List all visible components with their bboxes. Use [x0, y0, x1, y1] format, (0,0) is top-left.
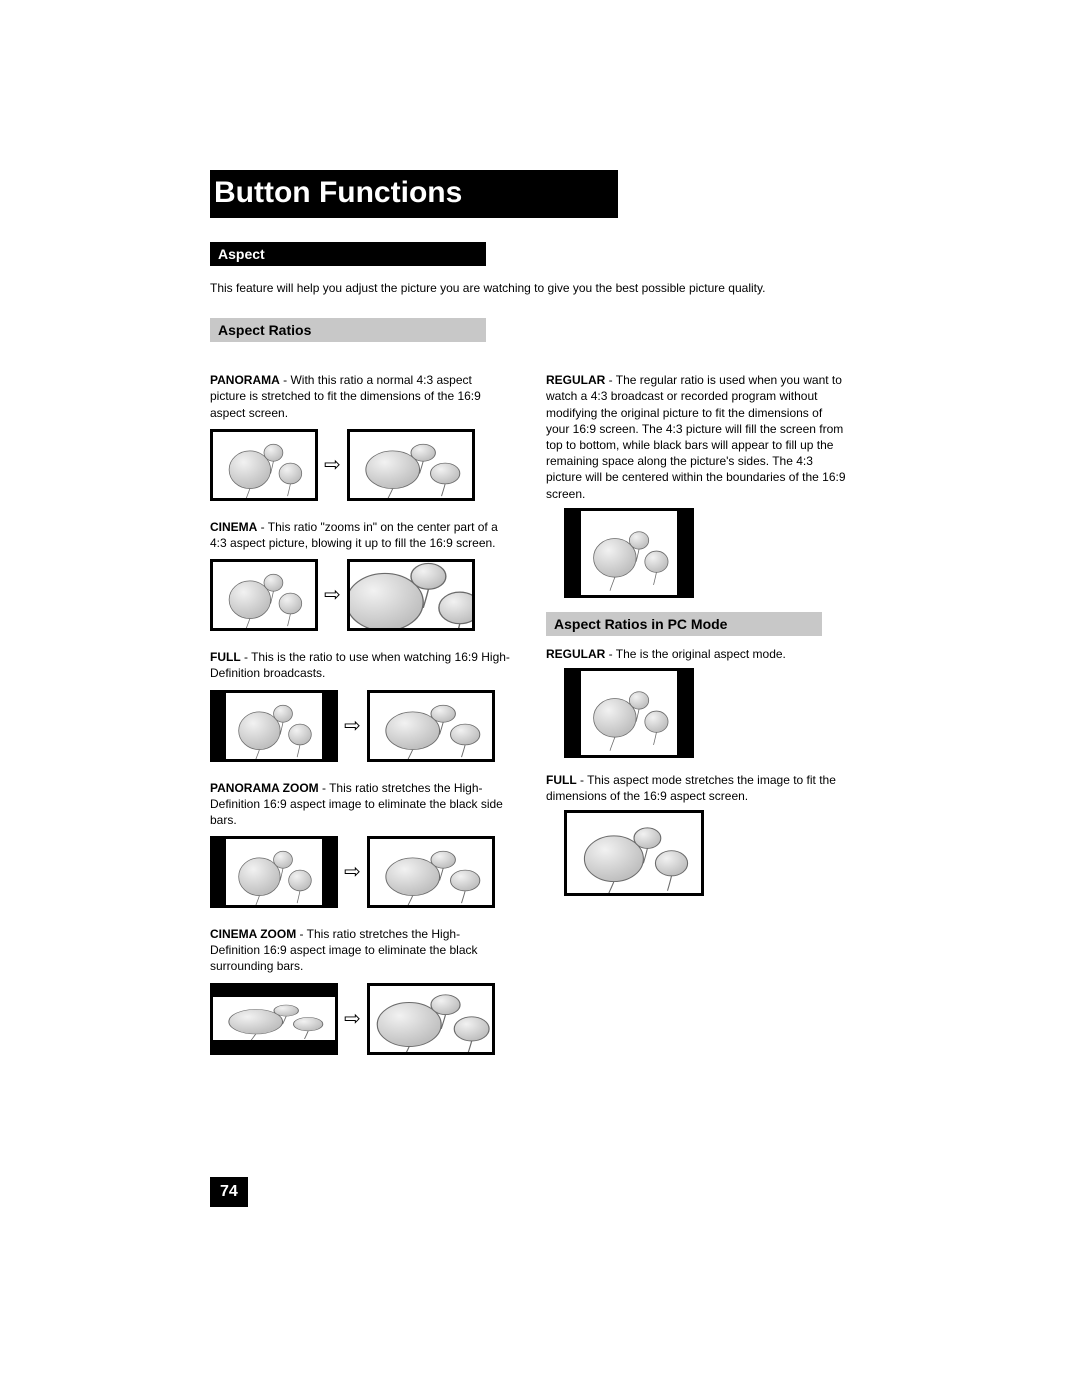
- arrow-icon: ⇨: [324, 455, 341, 475]
- tv-result-169: [367, 983, 495, 1055]
- pillar-inner: [226, 839, 321, 905]
- arrow-icon: ⇨: [344, 862, 361, 882]
- balloons-icon: [581, 511, 678, 595]
- tv-source-43: [210, 429, 318, 501]
- pc-regular-text: - The is the original aspect mode.: [605, 647, 786, 661]
- pzoom-label: PANORAMA ZOOM: [210, 781, 319, 795]
- cinema-figure: ⇨: [210, 559, 510, 631]
- tv-result-169: [347, 559, 475, 631]
- right-column: REGULAR - The regular ratio is used when…: [546, 362, 846, 1072]
- pc-regular-label: REGULAR: [546, 647, 605, 661]
- pc-regular-figure: [564, 668, 694, 758]
- balloons-icon: [213, 997, 335, 1040]
- manual-page: Button Functions Aspect This feature wil…: [0, 0, 1080, 1397]
- panorama-label: PANORAMA: [210, 373, 280, 387]
- pc-regular-desc: REGULAR - The is the original aspect mod…: [546, 646, 846, 662]
- arrow-icon: ⇨: [344, 716, 361, 736]
- balloons-icon: [226, 839, 321, 905]
- balloons-icon: [370, 839, 492, 905]
- pzoom-desc: PANORAMA ZOOM - This ratio stretches the…: [210, 780, 510, 829]
- balloons-icon: [226, 693, 321, 759]
- tv-source-43: [210, 559, 318, 631]
- balloons-icon: [567, 813, 701, 893]
- subheading-pc-mode: Aspect Ratios in PC Mode: [546, 612, 822, 636]
- balloons-icon: [370, 693, 492, 759]
- panorama-figure: ⇨: [210, 429, 510, 501]
- content-columns: PANORAMA - With this ratio a normal 4:3 …: [210, 362, 870, 1072]
- regular-desc: REGULAR - The regular ratio is used when…: [546, 372, 846, 502]
- pc-full-label: FULL: [546, 773, 577, 787]
- tv-source-pillar: [210, 690, 338, 762]
- pzoom-figure: ⇨: [210, 836, 510, 908]
- czoom-figure: ⇨: [210, 983, 510, 1055]
- tv-result-169: [367, 690, 495, 762]
- pc-full-desc: FULL - This aspect mode stretches the im…: [546, 772, 846, 804]
- balloons-icon: [350, 432, 472, 498]
- czoom-desc: CINEMA ZOOM - This ratio stretches the H…: [210, 926, 510, 975]
- tv-source-pillar: [210, 836, 338, 908]
- balloons-icon: [370, 986, 492, 1052]
- arrow-icon: ⇨: [344, 1009, 361, 1029]
- page-title: Button Functions: [210, 170, 618, 218]
- letterbox-inner: [213, 997, 335, 1040]
- full-text: - This is the ratio to use when watching…: [210, 650, 510, 680]
- section-heading-aspect: Aspect: [210, 242, 486, 266]
- cinema-desc: CINEMA - This ratio "zooms in" on the ce…: [210, 519, 510, 551]
- full-figure: ⇨: [210, 690, 510, 762]
- balloons-icon: [213, 432, 315, 498]
- balloons-icon: [213, 562, 315, 628]
- czoom-label: CINEMA ZOOM: [210, 927, 296, 941]
- page-number: 74: [210, 1177, 248, 1207]
- full-label: FULL: [210, 650, 241, 664]
- pc-full-text: - This aspect mode stretches the image t…: [546, 773, 836, 803]
- intro-text: This feature will help you adjust the pi…: [210, 280, 850, 296]
- pillar-inner: [581, 511, 678, 595]
- full-desc: FULL - This is the ratio to use when wat…: [210, 649, 510, 681]
- cinema-label: CINEMA: [210, 520, 257, 534]
- regular-label: REGULAR: [546, 373, 605, 387]
- tv-result-169: [347, 429, 475, 501]
- regular-figure: [564, 508, 694, 598]
- tv-result-169: [367, 836, 495, 908]
- balloons-icon: [581, 671, 678, 755]
- pillar-inner: [581, 671, 678, 755]
- regular-text: - The regular ratio is used when you wan…: [546, 373, 846, 500]
- arrow-icon: ⇨: [324, 585, 341, 605]
- left-column: PANORAMA - With this ratio a normal 4:3 …: [210, 362, 510, 1072]
- tv-source-letterbox: [210, 983, 338, 1055]
- pc-full-figure: [564, 810, 704, 896]
- subheading-aspect-ratios: Aspect Ratios: [210, 318, 486, 342]
- balloons-icon: [350, 562, 472, 628]
- pillar-inner: [226, 693, 321, 759]
- panorama-desc: PANORAMA - With this ratio a normal 4:3 …: [210, 372, 510, 421]
